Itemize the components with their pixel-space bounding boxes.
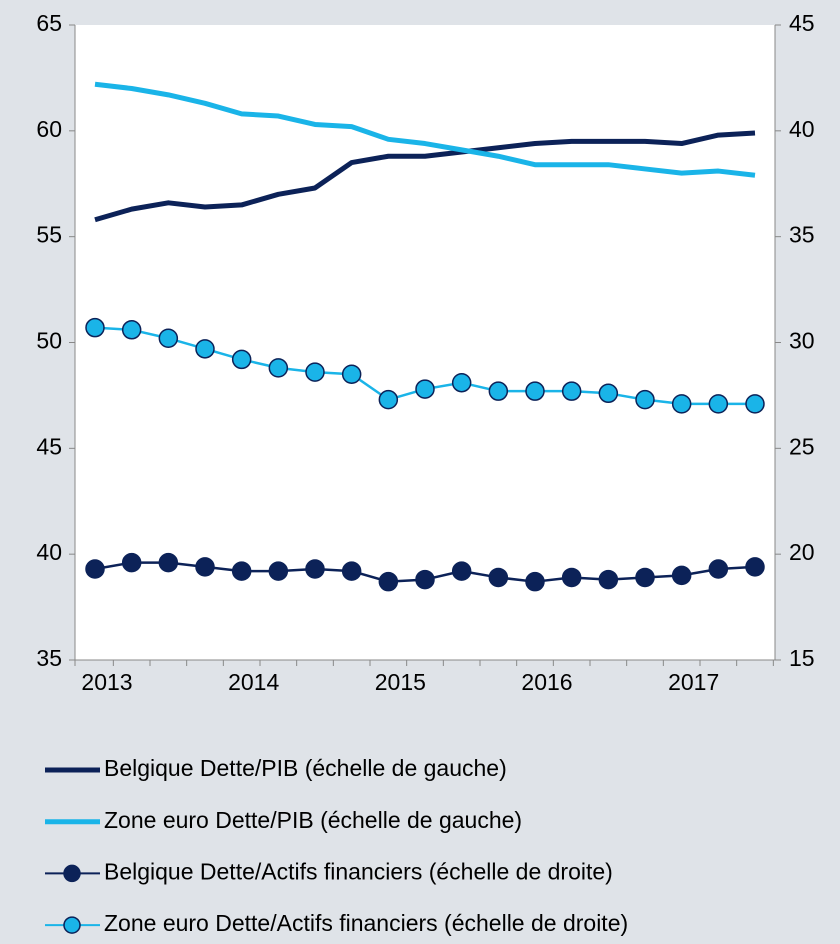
series-marker bbox=[671, 394, 692, 414]
series-marker bbox=[158, 328, 179, 349]
y2-tick-label: 30 bbox=[789, 328, 815, 354]
y-tick-label: 45 bbox=[36, 433, 62, 459]
series-marker bbox=[305, 362, 325, 382]
series-marker bbox=[525, 381, 545, 401]
y-tick-label: 60 bbox=[36, 116, 62, 142]
series-marker bbox=[158, 552, 179, 573]
x-tick-label: 2015 bbox=[375, 669, 426, 695]
y2-tick-label: 15 bbox=[789, 645, 815, 671]
series-marker bbox=[231, 561, 252, 581]
series-marker bbox=[341, 364, 362, 384]
x-tick-label: 2013 bbox=[81, 669, 132, 695]
series-marker bbox=[488, 381, 509, 401]
series-marker bbox=[708, 559, 729, 579]
series-marker bbox=[231, 349, 252, 370]
y2-tick-label: 40 bbox=[789, 116, 815, 142]
series-marker bbox=[378, 571, 399, 592]
series-marker bbox=[85, 559, 105, 579]
y2-tick-label: 20 bbox=[789, 539, 815, 565]
y-tick-label: 65 bbox=[36, 10, 62, 36]
series-marker bbox=[745, 557, 765, 577]
series-marker bbox=[268, 561, 289, 581]
plot-area bbox=[75, 25, 775, 660]
series-marker bbox=[561, 381, 582, 401]
legend-label: Belgique Dette/PIB (échelle de gauche) bbox=[104, 755, 507, 781]
x-tick-label: 2016 bbox=[521, 669, 572, 695]
series-marker bbox=[195, 557, 215, 577]
y-tick-label: 35 bbox=[36, 645, 62, 671]
series-marker bbox=[598, 569, 619, 590]
series-line bbox=[94, 130, 756, 223]
series-marker bbox=[415, 569, 435, 590]
series-marker bbox=[635, 389, 655, 410]
series-marker bbox=[488, 567, 509, 588]
series-marker bbox=[525, 571, 545, 592]
series-marker bbox=[195, 339, 215, 359]
legend-label: Belgique Dette/Actifs financiers (échell… bbox=[104, 858, 613, 884]
series-marker bbox=[415, 379, 435, 399]
series-marker bbox=[598, 383, 619, 404]
series-marker bbox=[268, 358, 289, 378]
series-marker bbox=[451, 372, 472, 393]
series-marker bbox=[121, 320, 142, 340]
legend-marker bbox=[63, 864, 81, 883]
series-marker bbox=[378, 389, 399, 410]
legend-label: Zone euro Dette/PIB (échelle de gauche) bbox=[104, 807, 522, 833]
legend-marker bbox=[63, 916, 81, 934]
y-tick-label: 40 bbox=[36, 539, 62, 565]
series-marker bbox=[451, 561, 472, 581]
legend-label: Zone euro Dette/Actifs financiers (échel… bbox=[104, 910, 628, 936]
x-tick-label: 2017 bbox=[668, 669, 719, 695]
y-tick-label: 50 bbox=[36, 328, 62, 354]
y2-tick-label: 35 bbox=[789, 222, 815, 248]
y2-tick-label: 45 bbox=[789, 10, 815, 36]
y-tick-label: 55 bbox=[36, 222, 62, 248]
series-marker bbox=[671, 565, 692, 586]
series-marker bbox=[561, 567, 582, 588]
x-tick-label: 2014 bbox=[228, 669, 279, 695]
series-marker bbox=[341, 561, 362, 581]
series-marker bbox=[745, 394, 765, 414]
series-marker bbox=[85, 317, 105, 338]
y2-tick-label: 25 bbox=[789, 433, 815, 459]
series-marker bbox=[305, 559, 325, 579]
series-line bbox=[94, 81, 756, 178]
series-marker bbox=[635, 567, 655, 588]
series-marker bbox=[121, 552, 142, 573]
series-marker bbox=[708, 394, 729, 414]
